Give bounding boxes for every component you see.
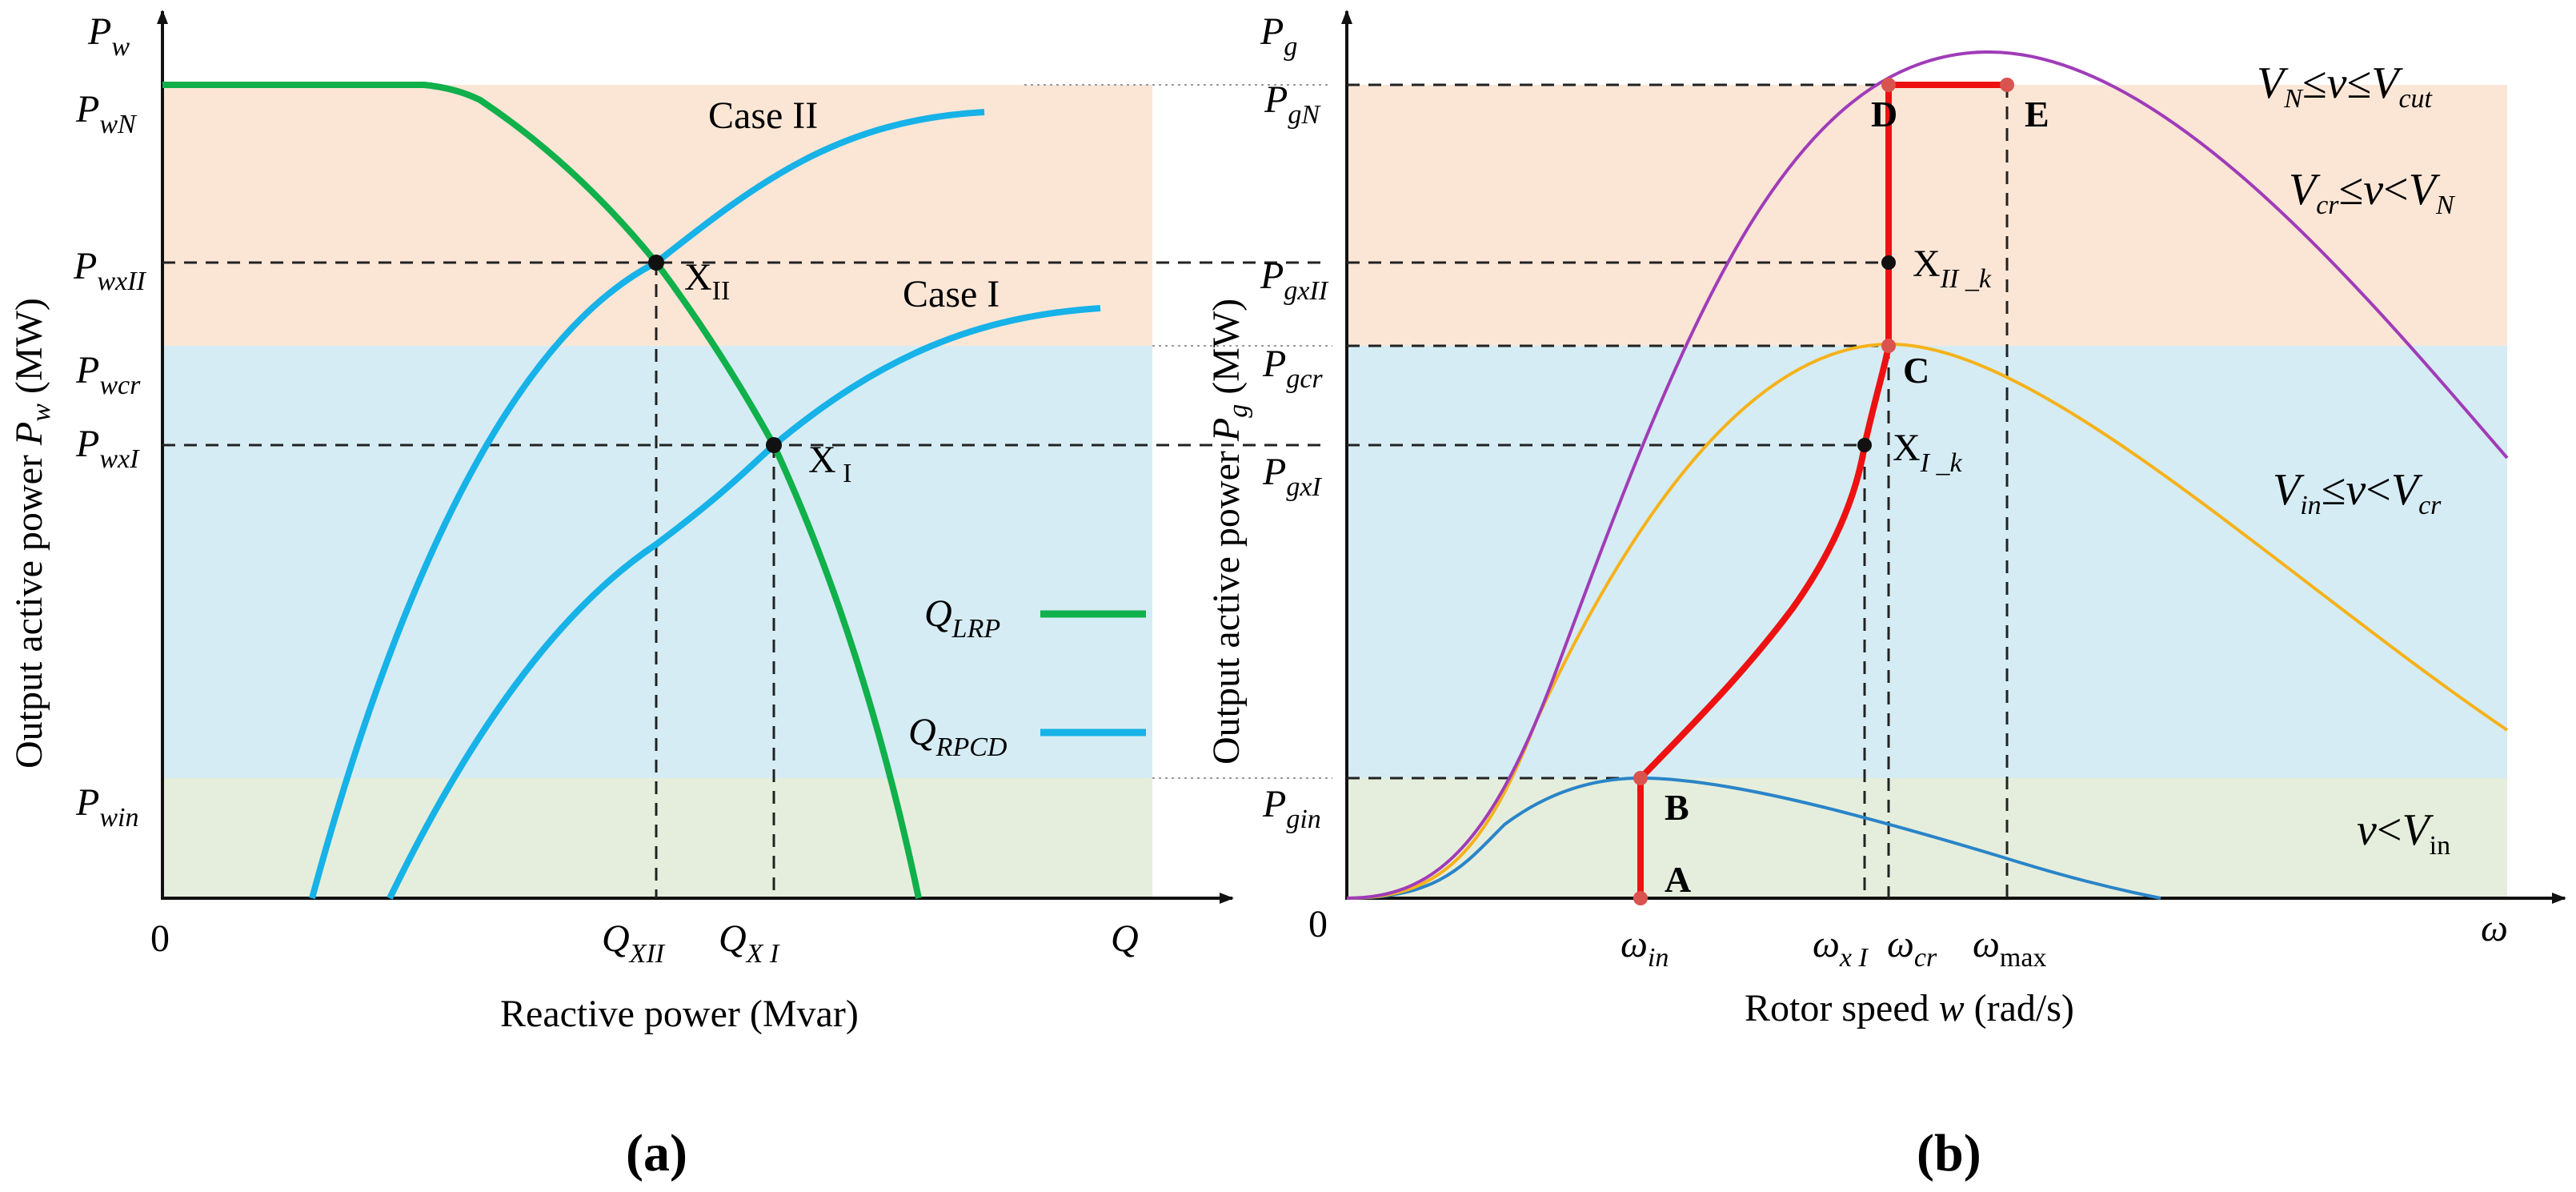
legend-qrpcd-label: QRPCD	[908, 711, 1008, 762]
x-tick-wmax: ωmax	[1973, 923, 2046, 973]
origin-label-a: 0	[150, 917, 170, 960]
x-tick-win: ωin	[1621, 923, 1669, 973]
rpcd-curve-case-ii	[309, 109, 985, 900]
band-b-mppt	[1347, 346, 2507, 778]
curve-low-wind	[1346, 776, 2161, 900]
y-top-label-b: Pg	[1260, 10, 1297, 62]
x-axis-title-a: Reactive power (Mvar)	[500, 993, 859, 1035]
node-b	[1633, 771, 1648, 785]
panel-a-tag: (a)	[626, 1124, 687, 1182]
x-end-label-b: ω	[2481, 907, 2508, 949]
point-x-i	[766, 437, 782, 453]
region-below-cut-in: v<Vin	[2357, 805, 2450, 861]
region-rated: VN≤v≤Vcut	[2257, 58, 2434, 114]
band-b-rated	[1347, 85, 2507, 346]
legend-qlrp-label: QLRP	[924, 592, 1000, 644]
node-d-label: D	[1871, 94, 1897, 134]
y-tick-pwcr: Pwcr	[75, 349, 141, 400]
x-tick-wxi: ωx I	[1813, 923, 1869, 973]
band-mppt	[162, 346, 1152, 778]
y-tick-pgxi: PgxI	[1262, 451, 1322, 502]
point-x-i-label: X I	[808, 439, 852, 488]
qlrp-curve	[162, 82, 922, 899]
panel-b-tag: (b)	[1917, 1124, 1981, 1182]
panel-a: Pw PwN PwxII Pwcr PwxI Pwin QXII QX I 0 …	[8, 10, 1332, 1182]
case-ii-label: Case II	[708, 94, 818, 137]
x-tick-qxii: QXII	[602, 917, 666, 969]
node-x-ii-k	[1881, 255, 1896, 270]
y-tick-pgin: Pgin	[1262, 783, 1321, 834]
node-c	[1881, 339, 1896, 353]
operating-trajectory	[1637, 82, 2007, 898]
x-end-label-a: Q	[1111, 917, 1139, 960]
node-a-label: A	[1665, 859, 1691, 900]
node-e-label: E	[2025, 94, 2049, 134]
y-tick-pwxi: PwxI	[75, 423, 140, 474]
curve-rated-wind	[1346, 50, 2509, 900]
y-tick-pgxii: PgxII	[1260, 255, 1329, 306]
curve-critical-wind	[1346, 342, 2509, 900]
y-tick-pwn: PwN	[75, 88, 138, 139]
y-axis-title-a: Output active power Pw (MW)	[8, 298, 56, 769]
node-x-i-k	[1857, 438, 1872, 452]
y-tick-pgn: PgN	[1264, 78, 1321, 130]
x-tick-qxi: QX I	[719, 917, 780, 969]
band-rated	[162, 85, 1152, 346]
node-d	[1881, 78, 1896, 92]
region-constant-speed: Vcr≤v<VN	[2289, 165, 2456, 220]
panel-b: A B C D E XII _k XI _k Pg PgN PgxII Pgcr…	[1205, 10, 2566, 1182]
y-axis-title-b: Output active power Pg (MW)	[1205, 299, 1253, 765]
origin-label-b: 0	[1308, 903, 1328, 945]
rpcd-curve-case-i	[387, 305, 1101, 900]
y-tick-pwxii: PwxII	[73, 245, 146, 296]
region-mppt: Vin≤v<Vcr	[2273, 465, 2442, 520]
point-x-ii	[648, 255, 664, 271]
case-i-label: Case I	[903, 273, 1000, 315]
y-top-label: Pw	[87, 10, 130, 62]
node-x-i-k-label: XI _k	[1893, 427, 1962, 478]
y-tick-pwin: Pwin	[75, 781, 138, 833]
point-x-ii-label: XII	[684, 256, 730, 306]
band-b-low	[1347, 778, 2507, 898]
x-tick-wcr: ωcr	[1887, 923, 1937, 973]
node-a	[1633, 891, 1648, 905]
node-x-ii-k-label: XII _k	[1913, 243, 1992, 294]
x-axis-title-b: Rotor speed w (rad/s)	[1745, 987, 2074, 1029]
y-tick-pgcr: Pgcr	[1262, 343, 1323, 394]
node-b-label: B	[1665, 787, 1689, 828]
node-c-label: C	[1903, 350, 1929, 391]
node-e	[2000, 78, 2014, 92]
